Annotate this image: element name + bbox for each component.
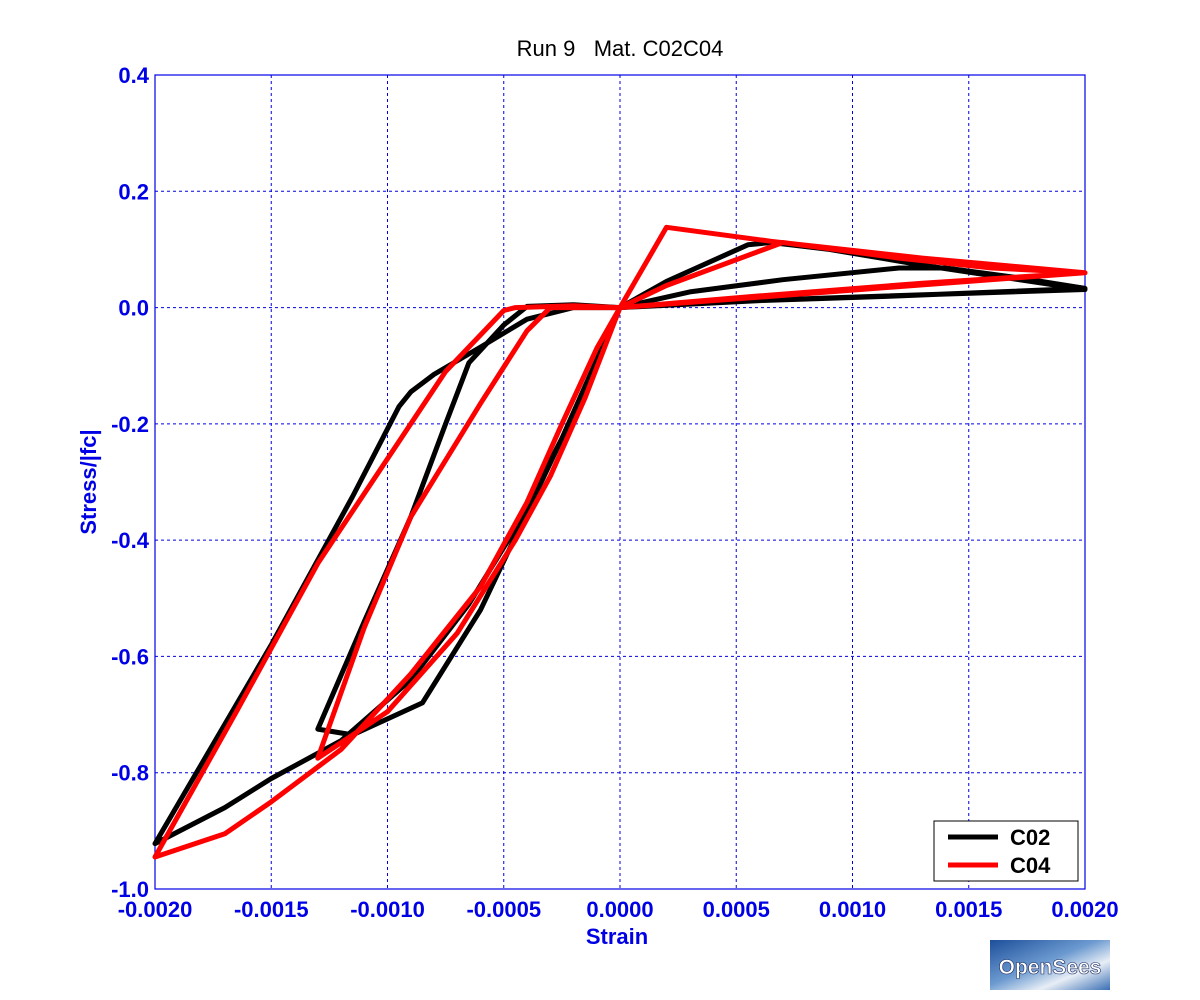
x-tick-label: 0.0020: [1051, 897, 1118, 922]
x-tick-label: -0.0015: [234, 897, 309, 922]
series-line-c04: [152, 224, 1088, 860]
x-tick-label: 0.0000: [586, 897, 653, 922]
x-axis-label: Strain: [586, 924, 648, 949]
chart-title: Run 9 Mat. C02C04: [517, 36, 724, 61]
x-tick-label: -0.0020: [118, 897, 193, 922]
opensees-logo: OpenSees: [990, 940, 1110, 990]
y-tick-label: -0.8: [111, 761, 149, 786]
y-tick-label: 0.0: [118, 296, 149, 321]
legend: C02 C04: [933, 820, 1079, 882]
y-tick-label: 0.4: [118, 63, 149, 88]
y-tick-label: -0.6: [111, 644, 149, 669]
legend-label-c02: C02: [1010, 825, 1050, 850]
x-tick-label: -0.0010: [350, 897, 425, 922]
series-line-c02: [152, 240, 1088, 847]
y-tick-label: -1.0: [111, 877, 149, 902]
plot-frame: [154, 74, 1086, 890]
y-tick-label: -0.2: [111, 412, 149, 437]
y-tick-label: -0.4: [111, 528, 150, 553]
series-layer: [152, 224, 1088, 860]
x-tick-label: 0.0010: [819, 897, 886, 922]
legend-label-c04: C04: [1010, 853, 1051, 878]
legend-box: [933, 820, 1079, 882]
y-axis-label: Stress/|fc|: [76, 429, 101, 534]
y-tick-label: 0.2: [118, 179, 149, 204]
x-tick-label: 0.0005: [703, 897, 770, 922]
tick-labels: -0.0020 -0.0015 -0.0010 -0.0005 0.0000 0.0005…: [111, 63, 1119, 922]
x-tick-label: -0.0005: [466, 897, 541, 922]
logo-text: OpenSees: [999, 956, 1102, 979]
x-tick-label: 0.0015: [935, 897, 1002, 922]
